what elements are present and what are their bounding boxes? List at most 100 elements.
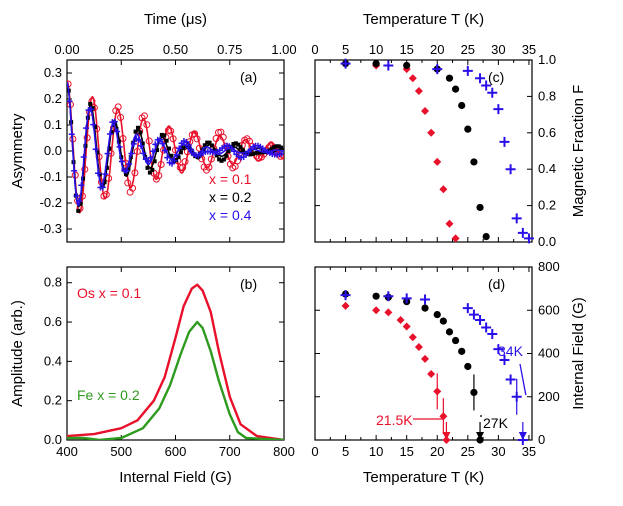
annotation-label-d: 27K <box>483 415 509 431</box>
series-d-point <box>481 322 492 333</box>
series-a-point <box>231 141 236 146</box>
y-tick-label-c: 0.0 <box>538 234 556 249</box>
series-d-point <box>341 301 350 310</box>
series-d-point <box>499 354 510 365</box>
series-d-point <box>421 304 429 312</box>
series-a-point <box>217 157 222 162</box>
x-tick-label-b: 500 <box>110 444 132 459</box>
y-axis-title-d: Internal Field (G) <box>570 297 587 410</box>
series-a-point <box>202 143 207 148</box>
series-c-point <box>408 74 417 83</box>
series-a-point <box>88 101 93 106</box>
series-d-point <box>427 370 436 379</box>
y-tick-label-c: 0.8 <box>538 88 556 103</box>
y-tick-label-a: 0.3 <box>44 65 62 80</box>
series-a-point <box>272 145 277 150</box>
series-d-point <box>439 317 447 325</box>
panel-label-c: (c) <box>488 69 504 85</box>
series-d-point <box>511 391 522 402</box>
series-d-point <box>433 387 442 396</box>
y-tick-label-a: 0.2 <box>44 91 62 106</box>
series-c-point <box>383 60 394 71</box>
series-a-point <box>231 162 239 170</box>
y-tick-label-d: 800 <box>538 259 560 274</box>
y-tick-label-a: 0.0 <box>44 143 62 158</box>
y-tick-label-c: 0.2 <box>538 198 556 213</box>
series-d-point <box>445 328 454 336</box>
x-tick-label-a: 0.75 <box>217 42 242 57</box>
y-tick-label-a: 0.1 <box>44 117 62 132</box>
x-tick-label-d: 20 <box>430 444 444 459</box>
series-d-point <box>464 362 472 371</box>
y-tick-label-b: 0.0 <box>44 432 62 447</box>
series-c-point <box>421 106 430 115</box>
series-c-point <box>476 203 484 212</box>
series-c-point <box>445 219 454 228</box>
series-c-point <box>451 85 460 93</box>
series-a-point <box>178 150 183 155</box>
series-a-point <box>181 146 186 151</box>
series-d-point <box>439 412 448 421</box>
legend-a-entry: x = 0.1 <box>209 171 252 187</box>
x-tick-label-d: 30 <box>491 444 505 459</box>
series-c-point <box>340 58 351 69</box>
series-d-point <box>487 329 498 340</box>
series-a-point <box>236 142 241 147</box>
x-axis-title-d: Temperature T (K) <box>363 469 484 486</box>
series-c-point <box>517 227 528 238</box>
series-d-point <box>372 306 381 315</box>
series-a-point <box>169 153 174 158</box>
series-c-point <box>511 213 522 224</box>
panel-frame-c <box>314 59 533 243</box>
series-c-point <box>445 74 454 82</box>
series-c-point <box>427 128 436 137</box>
series-d-point <box>470 388 478 397</box>
series-a-point <box>248 152 253 157</box>
series-a-point <box>124 172 129 177</box>
x-tick-label-c: 30 <box>491 42 505 57</box>
series-a-point <box>157 136 164 143</box>
y-tick-label-c: 0.4 <box>538 161 556 176</box>
series-a-point <box>238 145 243 150</box>
series-a-point <box>183 138 190 145</box>
series-b-line <box>67 283 284 440</box>
series-d-point <box>505 374 516 385</box>
series-d-point <box>396 315 405 324</box>
series-a-point <box>214 129 222 137</box>
series-d-point <box>462 303 473 314</box>
series-a-point <box>147 170 152 175</box>
legend-b-entry: Fe x = 0.2 <box>77 387 140 403</box>
panel-label-d: (d) <box>488 276 505 292</box>
series-a-point <box>150 167 155 172</box>
series-a-point <box>99 184 106 191</box>
series-c-point <box>403 61 411 70</box>
x-tick-label-d: 5 <box>342 444 349 459</box>
y-tick-label-b: 0.6 <box>44 314 62 329</box>
series-a-point <box>171 157 178 164</box>
series-c-point <box>464 125 472 133</box>
legend-a-entry: x = 0.2 <box>209 189 252 205</box>
y-tick-label-c: 0.6 <box>538 125 556 140</box>
series-c-point <box>414 86 423 95</box>
series-a-point <box>205 140 210 145</box>
series-a-point <box>233 141 238 146</box>
series-d-point <box>475 314 486 325</box>
series-c-point <box>439 185 448 194</box>
x-axis-title-c: Temperature T (K) <box>363 11 484 28</box>
annotation-line-d <box>519 363 527 396</box>
series-a-point <box>152 175 160 183</box>
series-a-point <box>159 132 164 137</box>
x-tick-label-b: 400 <box>56 444 78 459</box>
x-tick-label-c: 0 <box>311 42 318 57</box>
series-a-point <box>274 144 279 149</box>
annotation-arrow-d <box>442 432 451 440</box>
x-tick-label-b: 700 <box>219 444 241 459</box>
y-tick-label-a: -0.1 <box>40 169 62 184</box>
x-tick-label-c: 5 <box>342 42 349 57</box>
series-c-point <box>470 158 478 166</box>
series-a-point <box>164 138 169 143</box>
series-d-point <box>384 308 393 317</box>
y-tick-label-d: 0 <box>538 432 545 447</box>
series-a-point <box>166 146 171 151</box>
series-c-point <box>505 164 516 175</box>
